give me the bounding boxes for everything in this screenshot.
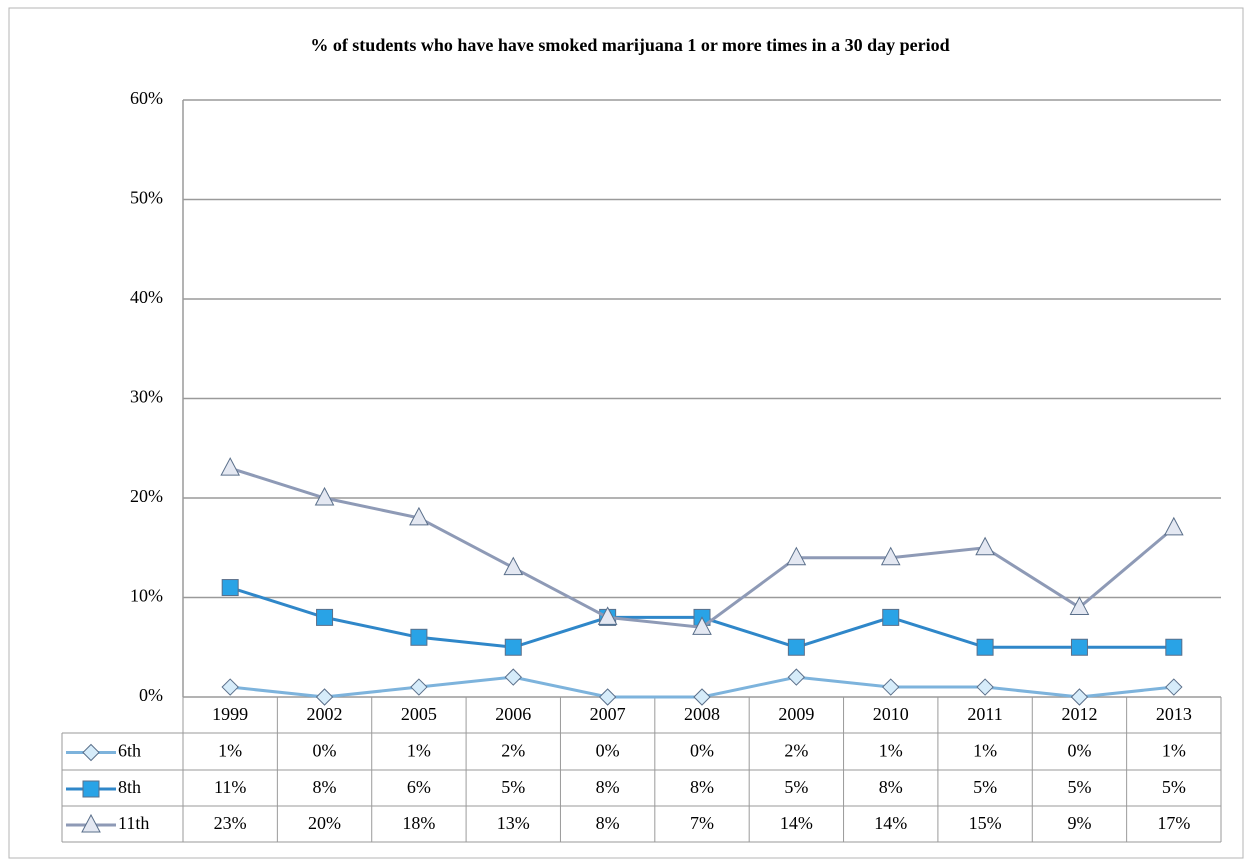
- table-cell: 15%: [969, 813, 1002, 833]
- y-tick-label: 40%: [130, 287, 163, 307]
- marker: [1070, 638, 1088, 656]
- marker: [409, 506, 429, 526]
- marker: [882, 678, 900, 696]
- table-cell: 14%: [874, 813, 907, 833]
- x-tick-label: 2011: [967, 704, 1002, 724]
- x-tick-label: 2006: [495, 704, 531, 724]
- x-tick-label: 2012: [1061, 704, 1097, 724]
- table-cell: 7%: [690, 813, 714, 833]
- marker: [315, 688, 334, 706]
- marker: [1069, 596, 1090, 615]
- marker: [1165, 638, 1183, 656]
- table-cell: 2%: [784, 741, 808, 761]
- y-tick-label: 30%: [130, 387, 163, 407]
- y-tick-label: 20%: [130, 486, 163, 506]
- y-tick-label: 10%: [130, 586, 163, 606]
- table-cell: 1%: [1162, 741, 1186, 761]
- x-tick-label: 2013: [1156, 704, 1192, 724]
- marker: [597, 606, 618, 625]
- table-cell: 8%: [313, 777, 337, 797]
- marker: [786, 546, 807, 566]
- table-cell: 20%: [308, 813, 341, 833]
- marker: [504, 638, 522, 656]
- table-cell: 5%: [1067, 777, 1091, 797]
- chart-title: % of students who have have smoked marij…: [310, 35, 949, 55]
- x-tick-label: 2002: [307, 704, 343, 724]
- x-tick-label: 2005: [401, 704, 437, 724]
- y-tick-label: 50%: [130, 188, 163, 208]
- table-cell: 6%: [407, 777, 431, 797]
- table-cell: 13%: [497, 813, 530, 833]
- x-tick-label: 2008: [684, 704, 720, 724]
- marker: [314, 486, 335, 506]
- table-cell: 5%: [1162, 777, 1186, 797]
- legend-label: 8th: [118, 777, 141, 797]
- marker: [503, 556, 524, 576]
- x-tick-label: 2007: [590, 704, 626, 724]
- table-cell: 0%: [596, 741, 620, 761]
- x-tick-label: 2009: [778, 704, 814, 724]
- legend-marker: [82, 743, 100, 762]
- table-cell: 8%: [690, 777, 714, 797]
- table-cell: 14%: [780, 813, 813, 833]
- marker: [976, 638, 994, 656]
- marker: [692, 616, 712, 635]
- marker: [1163, 516, 1184, 536]
- marker: [598, 688, 617, 706]
- table-cell: 9%: [1067, 813, 1091, 833]
- y-tick-label: 60%: [130, 88, 163, 108]
- marker: [882, 608, 900, 626]
- table-cell: 8%: [596, 777, 620, 797]
- table-cell: 8%: [596, 813, 620, 833]
- marker: [787, 638, 805, 656]
- table-cell: 0%: [1067, 741, 1091, 761]
- marker: [975, 536, 995, 556]
- table-cell: 5%: [784, 777, 808, 797]
- x-tick-label: 1999: [212, 704, 248, 724]
- table-cell: 0%: [313, 741, 337, 761]
- table-cell: 5%: [973, 777, 997, 797]
- marker: [880, 546, 901, 566]
- marker: [316, 608, 334, 626]
- marker: [1070, 688, 1089, 706]
- table-cell: 1%: [973, 741, 997, 761]
- marker: [221, 579, 239, 597]
- marker: [410, 628, 428, 646]
- legend-label: 11th: [118, 813, 149, 833]
- marker: [221, 678, 239, 696]
- series-line: [229, 466, 1175, 629]
- table-cell: 8%: [879, 777, 903, 797]
- marker: [220, 457, 241, 476]
- table-cell: 1%: [218, 741, 242, 761]
- y-tick-label: 0%: [139, 685, 163, 705]
- table-cell: 5%: [501, 777, 525, 797]
- table-cell: 11%: [214, 777, 246, 797]
- marker: [1165, 678, 1183, 696]
- table-cell: 2%: [501, 741, 525, 761]
- table-cell: 1%: [879, 741, 903, 761]
- x-tick-label: 2010: [873, 704, 909, 724]
- marker: [410, 678, 428, 696]
- legend-marker: [82, 780, 100, 798]
- legend-label: 6th: [118, 741, 141, 761]
- legend-marker: [81, 813, 101, 833]
- table-cell: 18%: [402, 813, 435, 833]
- marker: [787, 668, 806, 686]
- marker: [976, 678, 994, 696]
- table-cell: 23%: [214, 813, 247, 833]
- frame: [8, 7, 1244, 859]
- marker: [504, 668, 522, 686]
- marker: [693, 688, 711, 706]
- table-cell: 0%: [690, 741, 714, 761]
- table-cell: 1%: [407, 741, 431, 761]
- table-cell: 17%: [1157, 813, 1190, 833]
